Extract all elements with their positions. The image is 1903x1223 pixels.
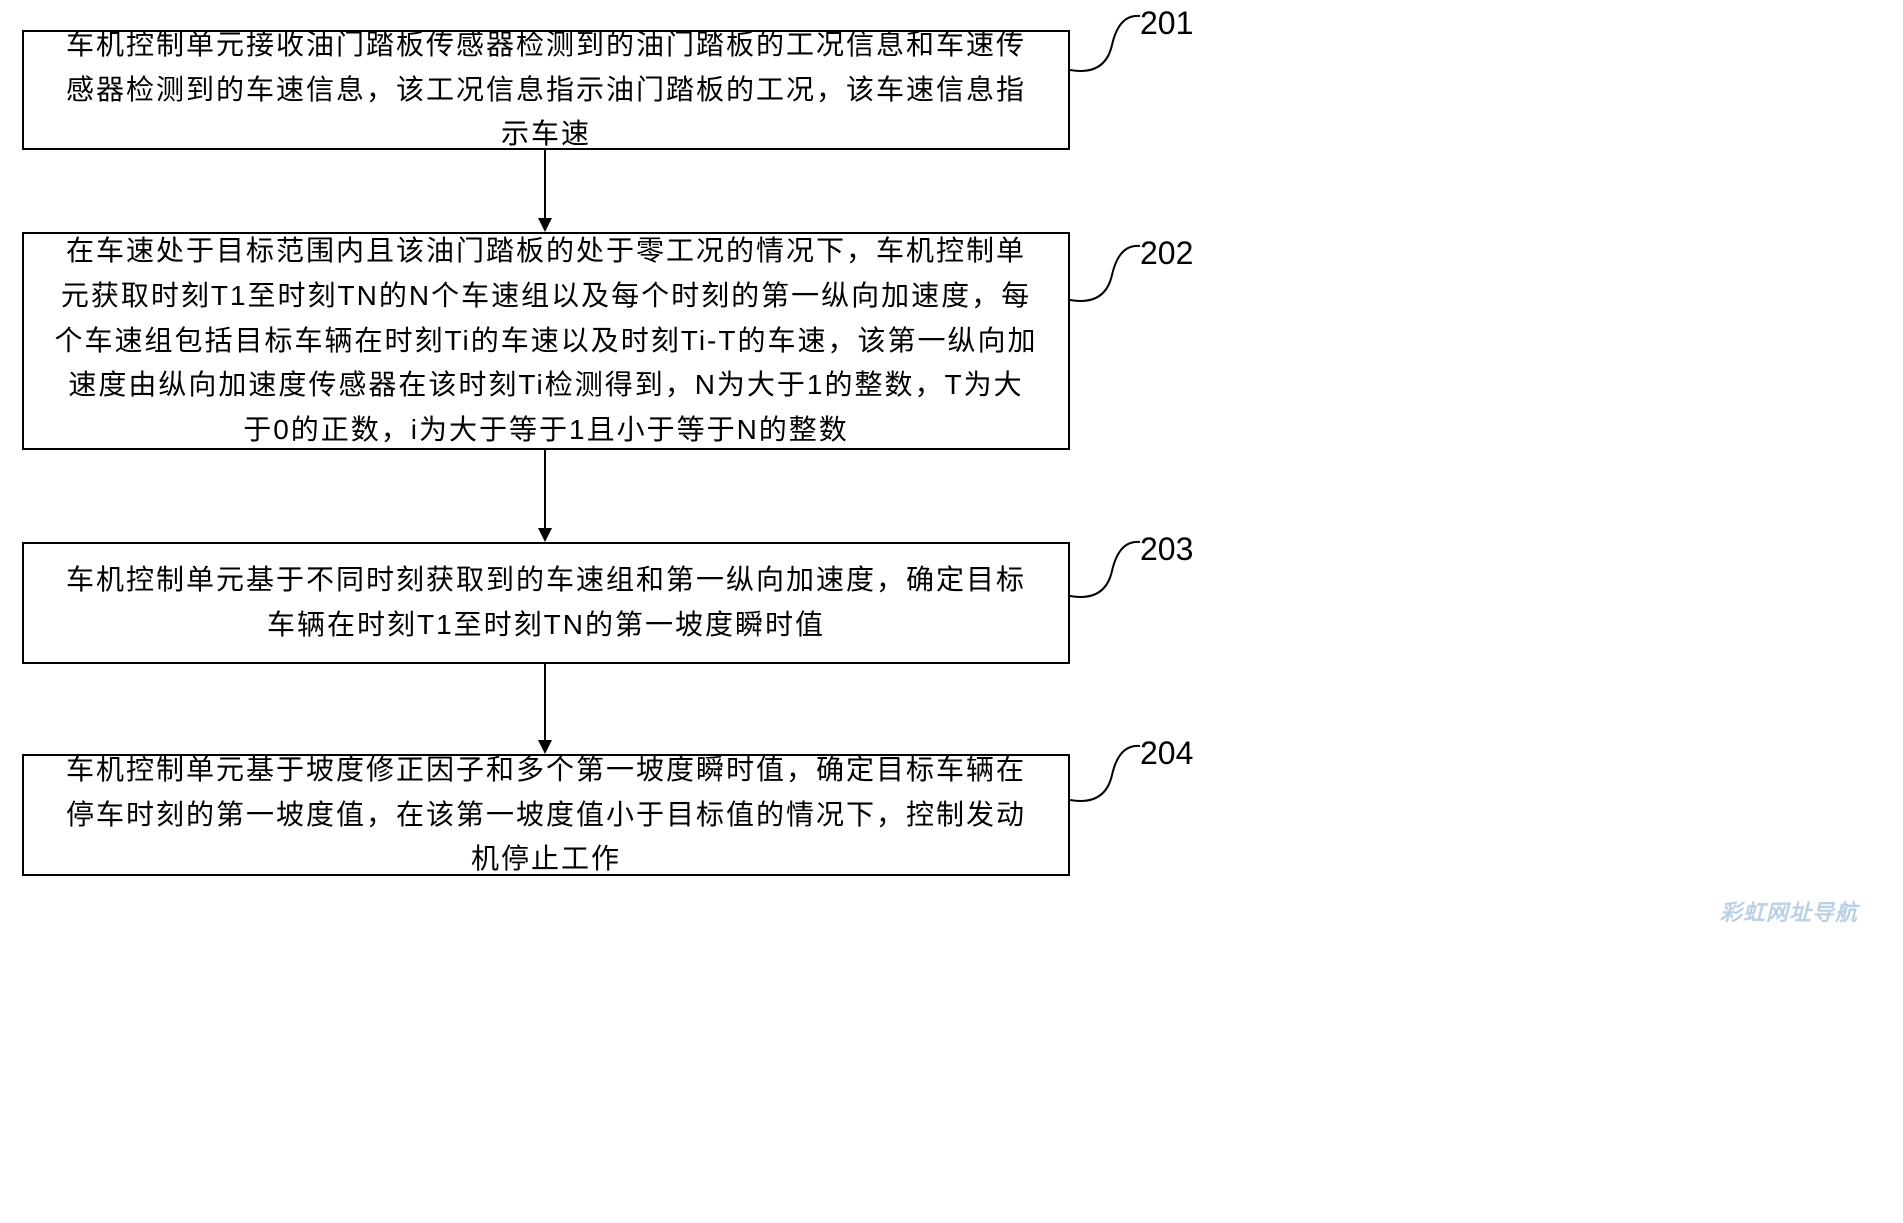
- step-text: 车机控制单元基于不同时刻获取到的车速组和第一纵向加速度，确定目标车辆在时刻T1至…: [54, 558, 1038, 648]
- watermark-text: 彩虹网址导航: [1720, 895, 1858, 927]
- step-label: 203: [1140, 531, 1193, 568]
- label-curve: [1070, 536, 1150, 606]
- connector-arrow: [535, 150, 555, 232]
- step-box: 车机控制单元接收油门踏板传感器检测到的油门踏板的工况信息和车速传感器检测到的车速…: [22, 30, 1070, 150]
- label-curve: [1070, 240, 1150, 310]
- step-label: 204: [1140, 735, 1193, 772]
- step-text: 车机控制单元接收油门踏板传感器检测到的油门踏板的工况信息和车速传感器检测到的车速…: [54, 23, 1038, 157]
- step-box: 车机控制单元基于坡度修正因子和多个第一坡度瞬时值，确定目标车辆在停车时刻的第一坡…: [22, 754, 1070, 876]
- step-text: 在车速处于目标范围内且该油门踏板的处于零工况的情况下，车机控制单元获取时刻T1至…: [54, 229, 1038, 453]
- label-curve: [1070, 10, 1150, 80]
- connector-arrow: [535, 664, 555, 754]
- step-label: 201: [1140, 5, 1193, 42]
- step-box: 在车速处于目标范围内且该油门踏板的处于零工况的情况下，车机控制单元获取时刻T1至…: [22, 232, 1070, 450]
- flowchart-container: 车机控制单元接收油门踏板传感器检测到的油门踏板的工况信息和车速传感器检测到的车速…: [0, 0, 1903, 1223]
- label-curve: [1070, 740, 1150, 810]
- step-box: 车机控制单元基于不同时刻获取到的车速组和第一纵向加速度，确定目标车辆在时刻T1至…: [22, 542, 1070, 664]
- step-text: 车机控制单元基于坡度修正因子和多个第一坡度瞬时值，确定目标车辆在停车时刻的第一坡…: [54, 748, 1038, 882]
- connector-arrow: [535, 450, 555, 542]
- step-label: 202: [1140, 235, 1193, 272]
